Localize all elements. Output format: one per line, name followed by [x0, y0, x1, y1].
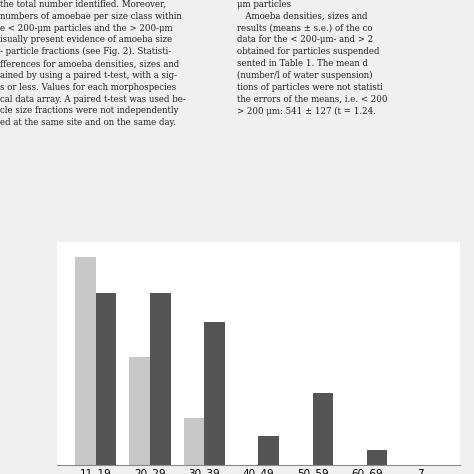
Bar: [258, 436, 279, 465]
Bar: [96, 293, 117, 465]
Text: the total number identified. Moreover,
numbers of amoebae per size class within
: the total number identified. Moreover, n…: [0, 0, 186, 127]
Bar: [312, 393, 333, 465]
Bar: [129, 357, 150, 465]
Bar: [183, 418, 204, 465]
Bar: [367, 450, 387, 465]
Bar: [204, 321, 225, 465]
Text: μm particles
   Amoeba densities, sizes and
results (means ± s.e.) of the co
dat: μm particles Amoeba densities, sizes and…: [237, 0, 388, 116]
Bar: [150, 293, 171, 465]
Bar: [75, 257, 96, 465]
